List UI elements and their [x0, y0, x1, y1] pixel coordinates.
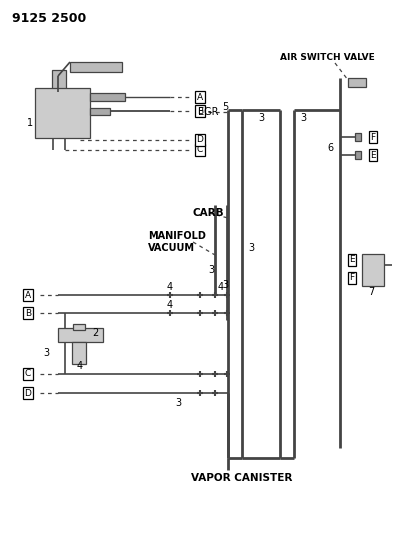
Text: CARB: CARB: [192, 208, 224, 218]
Text: D: D: [25, 389, 31, 398]
Text: 3: 3: [43, 348, 49, 358]
Bar: [90, 108, 110, 115]
Text: EGR: EGR: [198, 107, 219, 117]
Text: A: A: [197, 93, 203, 101]
Text: E: E: [349, 255, 355, 264]
Bar: [348, 78, 366, 87]
Text: 4: 4: [77, 361, 83, 371]
Text: 3: 3: [300, 113, 306, 123]
Text: VAPOR CANISTER: VAPOR CANISTER: [191, 473, 293, 483]
Text: 4: 4: [218, 282, 224, 292]
Bar: [70, 62, 122, 72]
Text: 3: 3: [248, 243, 254, 253]
Bar: [72, 342, 86, 364]
Text: F: F: [349, 273, 355, 282]
Text: 6: 6: [327, 143, 333, 153]
Text: 4: 4: [167, 282, 173, 292]
Text: 5: 5: [222, 102, 228, 112]
Text: 4: 4: [167, 300, 173, 310]
Text: MANIFOLD
VACUUM: MANIFOLD VACUUM: [148, 231, 206, 253]
Bar: [90, 93, 125, 101]
Text: C: C: [25, 369, 31, 378]
Bar: [58, 328, 103, 342]
Bar: [362, 254, 384, 286]
Text: 1: 1: [27, 118, 33, 128]
Text: F: F: [370, 133, 376, 141]
Bar: [355, 133, 361, 141]
Bar: [73, 324, 85, 330]
Bar: [52, 70, 66, 92]
Text: 3: 3: [175, 398, 181, 408]
Text: A: A: [25, 290, 31, 300]
Text: 7: 7: [368, 287, 374, 297]
Text: B: B: [197, 107, 203, 116]
Text: 3: 3: [208, 265, 214, 275]
Text: 3: 3: [222, 280, 228, 290]
Bar: [35, 88, 90, 138]
Bar: [355, 151, 361, 159]
Text: 9125 2500: 9125 2500: [12, 12, 86, 25]
Text: E: E: [370, 150, 376, 159]
Text: 2: 2: [92, 328, 98, 338]
Text: C: C: [197, 146, 203, 155]
Text: D: D: [196, 135, 203, 144]
Text: B: B: [25, 309, 31, 318]
Text: AIR SWITCH VALVE: AIR SWITCH VALVE: [280, 53, 375, 62]
Text: 3: 3: [258, 113, 264, 123]
